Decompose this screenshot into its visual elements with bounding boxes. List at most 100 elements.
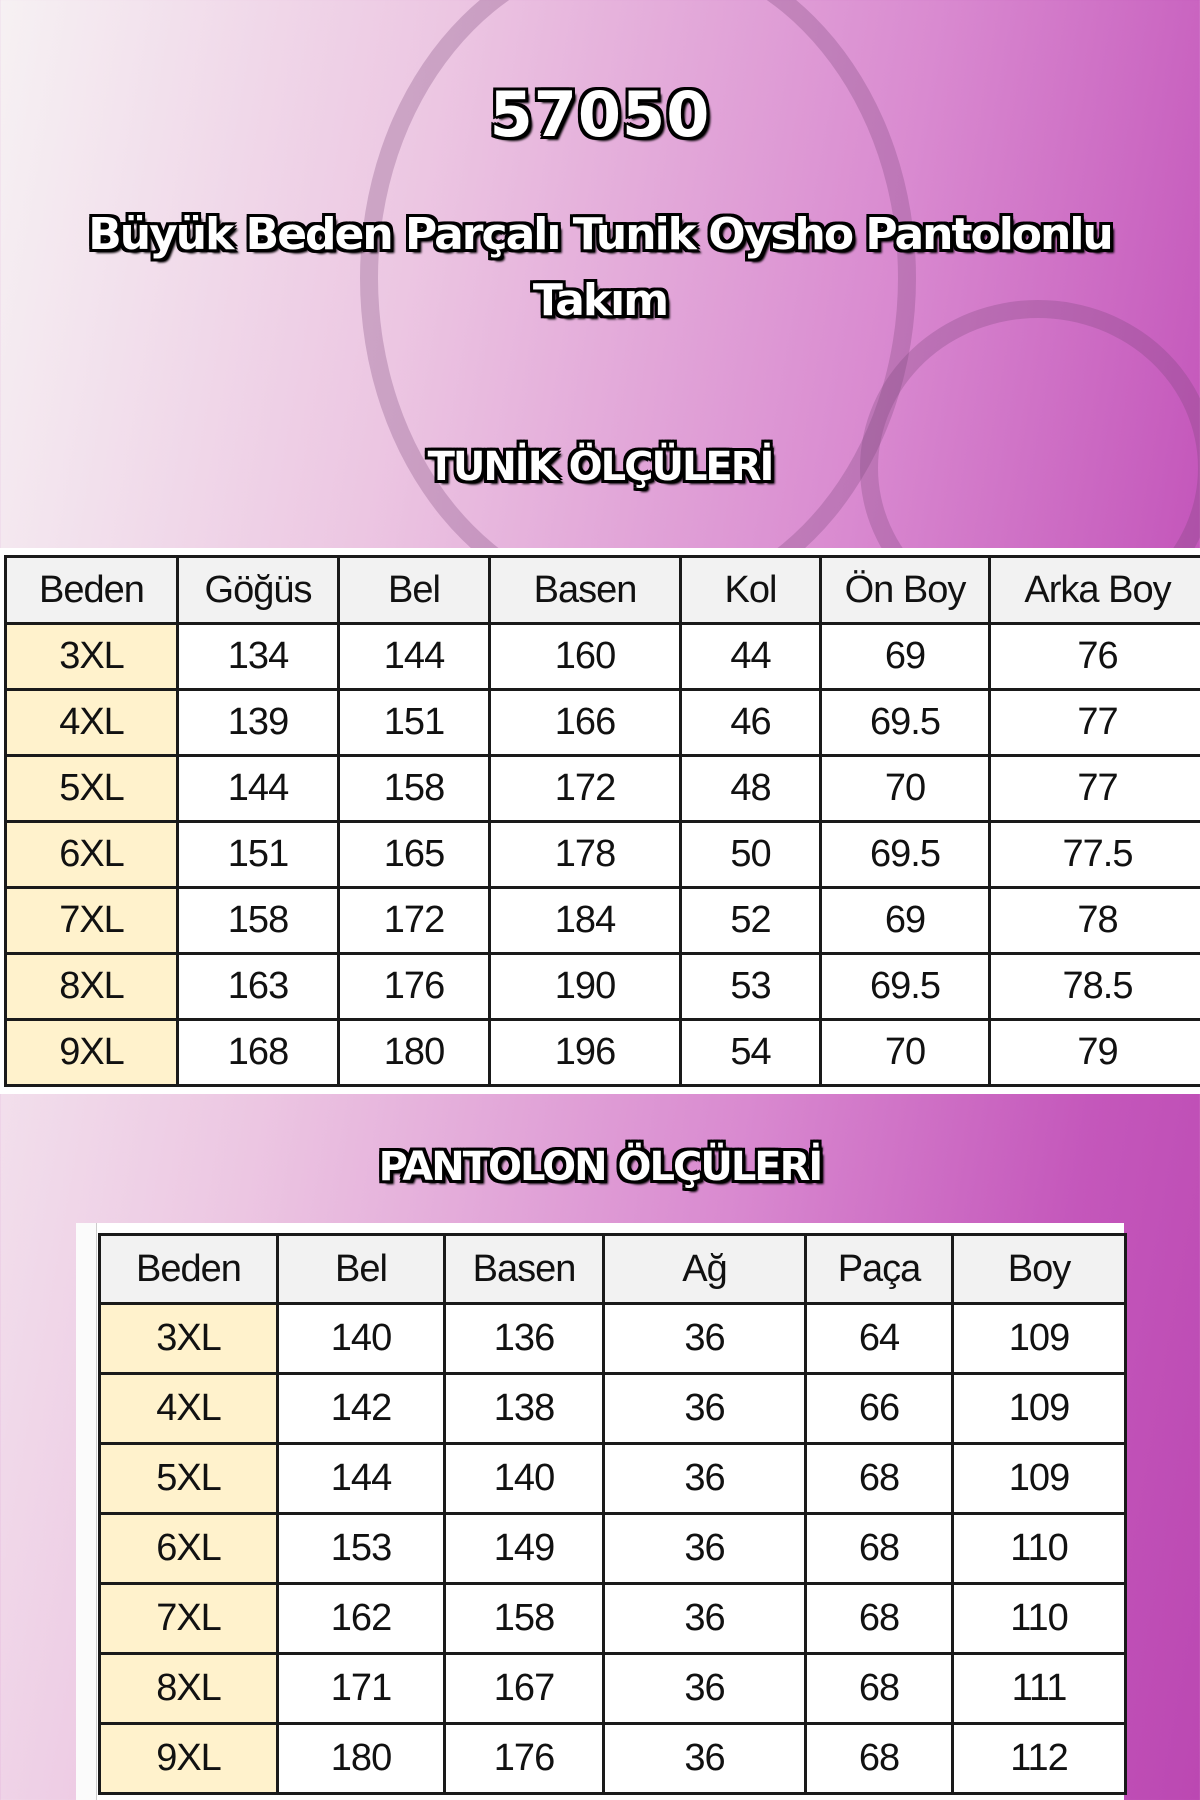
measurement-cell: 158 [176, 886, 340, 955]
pantolon-size-table: Beden Bel Basen Ağ Paça Boy 3XL 140 136 36 64 109 4X… [98, 1233, 1127, 1795]
table-row: 6XL 153 149 36 68 110 [98, 1512, 1127, 1585]
measurement-cell: 144 [176, 754, 340, 823]
measurement-cell: 36 [602, 1652, 807, 1725]
measurement-cell: 178 [488, 820, 682, 889]
measurement-cell: 134 [176, 622, 340, 691]
measurement-cell: 53 [679, 952, 822, 1021]
measurement-cell: 162 [276, 1582, 446, 1655]
measurement-cell: 196 [488, 1018, 682, 1087]
measurement-cell: 144 [276, 1442, 446, 1515]
measurement-cell: 176 [443, 1722, 605, 1795]
measurement-cell: 158 [443, 1582, 605, 1655]
measurement-cell: 142 [276, 1372, 446, 1445]
column-header: Paça [804, 1233, 954, 1305]
measurement-cell: 44 [679, 622, 822, 691]
size-cell: 5XL [98, 1442, 279, 1515]
measurement-cell: 36 [602, 1372, 807, 1445]
measurement-cell: 69 [819, 622, 991, 691]
measurement-cell: 36 [602, 1302, 807, 1375]
column-header: Beden [4, 555, 179, 625]
column-header: Ağ [602, 1233, 807, 1305]
column-header: Bel [337, 555, 491, 625]
measurement-cell: 158 [337, 754, 491, 823]
measurement-cell: 69 [819, 886, 991, 955]
table-row: 8XL 163 176 190 53 69.5 78.5 [4, 952, 1200, 1021]
measurement-cell: 54 [679, 1018, 822, 1087]
column-header: Göğüs [176, 555, 340, 625]
measurement-cell: 36 [602, 1512, 807, 1585]
table-row: 3XL 134 144 160 44 69 76 [4, 622, 1200, 691]
measurement-cell: 180 [337, 1018, 491, 1087]
size-cell: 3XL [4, 622, 179, 691]
column-header: Arka Boy [988, 555, 1200, 625]
measurement-cell: 149 [443, 1512, 605, 1585]
measurement-cell: 167 [443, 1652, 605, 1725]
table-row: 8XL 171 167 36 68 111 [98, 1652, 1127, 1725]
measurement-cell: 109 [951, 1442, 1127, 1515]
measurement-cell: 110 [951, 1512, 1127, 1585]
size-cell: 6XL [98, 1512, 279, 1585]
measurement-cell: 184 [488, 886, 682, 955]
measurement-cell: 180 [276, 1722, 446, 1795]
measurement-cell: 69.5 [819, 688, 991, 757]
measurement-cell: 78.5 [988, 952, 1200, 1021]
measurement-cell: 168 [176, 1018, 340, 1087]
measurement-cell: 151 [176, 820, 340, 889]
size-cell: 7XL [4, 886, 179, 955]
table-row: 9XL 168 180 196 54 70 79 [4, 1018, 1200, 1087]
measurement-cell: 165 [337, 820, 491, 889]
measurement-cell: 68 [804, 1582, 954, 1655]
measurement-cell: 77 [988, 688, 1200, 757]
measurement-cell: 66 [804, 1372, 954, 1445]
measurement-cell: 68 [804, 1512, 954, 1585]
size-cell: 9XL [4, 1018, 179, 1087]
measurement-cell: 76 [988, 622, 1200, 691]
measurement-cell: 160 [488, 622, 682, 691]
measurement-cell: 166 [488, 688, 682, 757]
measurement-cell: 46 [679, 688, 822, 757]
column-header: Bel [276, 1233, 446, 1305]
column-header: Basen [488, 555, 682, 625]
measurement-cell: 140 [276, 1302, 446, 1375]
column-header: Ön Boy [819, 555, 991, 625]
measurement-cell: 140 [443, 1442, 605, 1515]
measurement-cell: 136 [443, 1302, 605, 1375]
table-row: 6XL 151 165 178 50 69.5 77.5 [4, 820, 1200, 889]
measurement-cell: 36 [602, 1582, 807, 1655]
header-row: Beden Bel Basen Ağ Paça Boy [98, 1233, 1127, 1305]
size-cell: 5XL [4, 754, 179, 823]
tunik-size-table: Beden Göğüs Bel Basen Kol Ön Boy Arka Boy 3XL 13… [4, 555, 1200, 1087]
measurement-cell: 144 [337, 622, 491, 691]
measurement-cell: 163 [176, 952, 340, 1021]
size-cell: 6XL [4, 820, 179, 889]
measurement-cell: 52 [679, 886, 822, 955]
measurement-cell: 171 [276, 1652, 446, 1725]
measurement-cell: 111 [951, 1652, 1127, 1725]
measurement-cell: 70 [819, 1018, 991, 1087]
column-header: Kol [679, 555, 822, 625]
measurement-cell: 48 [679, 754, 822, 823]
measurement-cell: 109 [951, 1372, 1127, 1445]
measurement-cell: 172 [337, 886, 491, 955]
measurement-cell: 68 [804, 1442, 954, 1515]
measurement-cell: 68 [804, 1652, 954, 1725]
measurement-cell: 151 [337, 688, 491, 757]
product-code: 57050 [489, 78, 711, 151]
table-row: 5XL 144 140 36 68 109 [98, 1442, 1127, 1515]
measurement-cell: 139 [176, 688, 340, 757]
measurement-cell: 36 [602, 1442, 807, 1515]
row-number-gutter [76, 1223, 97, 1800]
measurement-cell: 110 [951, 1582, 1127, 1655]
table-row: 5XL 144 158 172 48 70 77 [4, 754, 1200, 823]
measurement-cell: 190 [488, 952, 682, 1021]
header-row: Beden Göğüs Bel Basen Kol Ön Boy Arka Boy [4, 555, 1200, 625]
measurement-cell: 70 [819, 754, 991, 823]
column-header: Beden [98, 1233, 279, 1305]
size-cell: 3XL [98, 1302, 279, 1375]
measurement-cell: 77 [988, 754, 1200, 823]
measurement-cell: 112 [951, 1722, 1127, 1795]
table-row: 3XL 140 136 36 64 109 [98, 1302, 1127, 1375]
measurement-cell: 172 [488, 754, 682, 823]
measurement-cell: 77.5 [988, 820, 1200, 889]
size-cell: 8XL [98, 1652, 279, 1725]
